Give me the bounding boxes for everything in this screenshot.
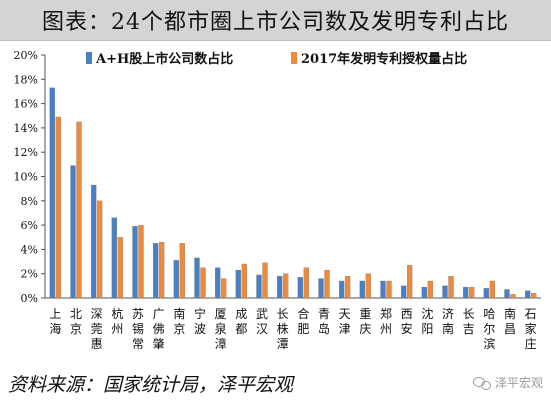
- bar: [235, 269, 241, 299]
- bar: [70, 165, 76, 299]
- bar: [111, 217, 117, 299]
- bar: [359, 280, 365, 299]
- bar: [241, 263, 247, 299]
- x-tick-label: 哈尔滨: [483, 307, 495, 351]
- chart-title: 图表：24个都市圈上市公司数及发明专利占比: [42, 10, 509, 35]
- y-tick-label: 8%: [21, 195, 38, 208]
- bar: [179, 243, 185, 299]
- bar: [442, 285, 448, 299]
- bar: [504, 289, 510, 299]
- bar: [525, 290, 531, 299]
- x-tick-label: 合肥: [297, 306, 309, 336]
- bar: [401, 285, 407, 299]
- bar: [49, 87, 55, 299]
- bar: [55, 116, 61, 299]
- y-tick-label: 6%: [21, 219, 38, 232]
- x-tick-label: 青岛: [318, 307, 330, 336]
- watermark: 泽平宏观: [472, 374, 543, 391]
- y-tick-label: 16%: [14, 98, 38, 111]
- x-tick-label: 重庆: [359, 307, 371, 336]
- legend-label: A+H股上市公司数占比: [95, 51, 233, 67]
- y-tick-label: 12%: [14, 146, 38, 159]
- x-tick-label: 广佛肇: [153, 307, 165, 351]
- chart-title-bar: 图表：24个都市圈上市公司数及发明专利占比: [0, 0, 551, 41]
- bar: [117, 237, 123, 299]
- x-tick-label: 南昌: [504, 306, 516, 336]
- bar-chart: 0% 2% 4% 6% 8% 10% 12% 14% 16% 18% 20% 上海北京深莞惠杭州苏锡常…: [14, 49, 541, 351]
- bar: [200, 267, 206, 299]
- bar: [448, 275, 454, 299]
- bar: [489, 280, 495, 299]
- bar: [221, 278, 227, 299]
- x-tick-label: 郑州: [380, 306, 392, 336]
- y-tick-label: 2%: [21, 268, 38, 281]
- bar: [427, 280, 433, 299]
- footer: 资料来源：国家统计局，泽平宏观 泽平宏观: [0, 366, 551, 402]
- watermark-label: 泽平宏观: [494, 376, 543, 390]
- bar: [262, 262, 268, 299]
- y-tick-label: 20%: [14, 49, 38, 62]
- x-tick-label: 长吉: [463, 307, 475, 336]
- y-tick-label: 0%: [21, 292, 38, 305]
- bar: [345, 275, 351, 299]
- x-tick-label: 济南: [442, 306, 454, 336]
- bar: [365, 273, 371, 299]
- bar: [132, 226, 138, 299]
- y-tick-label: 4%: [21, 243, 38, 256]
- source-note: 资料来源：国家统计局，泽平宏观: [8, 374, 294, 396]
- bar: [173, 260, 179, 299]
- bar: [215, 267, 221, 299]
- x-tick-label: 石家庄: [525, 307, 537, 351]
- legend-swatch: [291, 52, 297, 64]
- bar: [91, 184, 97, 299]
- bar: [153, 243, 159, 299]
- y-tick-label: 18%: [14, 73, 38, 86]
- bar: [463, 286, 469, 299]
- x-tick-label: 北京: [70, 307, 82, 336]
- y-tick-label: 14%: [14, 122, 38, 135]
- bar: [97, 200, 103, 299]
- x-tick-label: 沈阳: [421, 306, 433, 336]
- bar: [159, 241, 165, 299]
- bar: [339, 280, 345, 299]
- bar: [510, 294, 516, 299]
- bar: [277, 275, 283, 299]
- x-tick-label: 长株潭: [277, 307, 289, 351]
- x-tick-label: 成都: [235, 307, 247, 336]
- x-tick-label: 深莞惠: [91, 307, 103, 351]
- y-tick-label: 10%: [14, 171, 38, 184]
- bar: [483, 288, 489, 299]
- x-tick-label: 南京: [173, 306, 185, 336]
- bar: [386, 280, 392, 299]
- bar: [407, 265, 413, 299]
- wechat-icon: [472, 376, 491, 390]
- bar: [76, 121, 82, 299]
- bar: [283, 273, 289, 299]
- legend-swatch: [86, 52, 92, 64]
- bar: [256, 274, 262, 299]
- bar: [324, 269, 330, 299]
- bar: [421, 286, 427, 299]
- x-tick-label: 杭州: [111, 306, 123, 336]
- x-tick-label: 西安: [401, 307, 413, 336]
- bar: [318, 278, 324, 299]
- x-tick-label: 武汉: [256, 307, 268, 336]
- x-tick-label: 天津: [339, 307, 351, 336]
- legend-label: 2017年发明专利授权量占比: [301, 51, 467, 67]
- x-tick-label: 厦泉漳: [215, 307, 227, 351]
- bar: [138, 224, 144, 299]
- bar: [194, 257, 200, 299]
- bar: [303, 267, 309, 299]
- bar: [297, 277, 303, 299]
- x-tick-label: 苏锡常: [132, 307, 144, 351]
- bar: [469, 286, 475, 299]
- bar: [531, 292, 537, 299]
- x-tick-label: 上海: [49, 307, 61, 336]
- bar: [380, 280, 386, 299]
- x-tick-label: 宁波: [194, 306, 206, 336]
